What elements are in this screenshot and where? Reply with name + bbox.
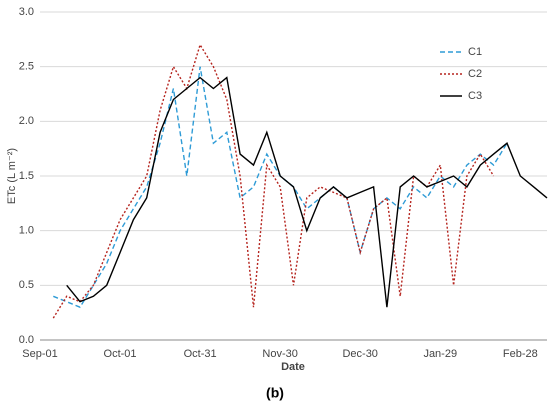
y-tick-label: 1.5 (19, 170, 34, 182)
y-tick-label: 3.0 (19, 6, 34, 18)
legend-label: C2 (468, 68, 482, 80)
x-tick-label: Dec-30 (342, 348, 377, 360)
x-tick-label: Feb-28 (503, 348, 538, 360)
x-tick-label: Sep-01 (22, 348, 57, 360)
y-tick-label: 2.0 (19, 115, 34, 127)
x-tick-label: Oct-31 (184, 348, 217, 360)
x-tick-label: Nov-30 (262, 348, 297, 360)
caption: (b) (266, 385, 284, 401)
y-tick-label: 1.0 (19, 225, 34, 237)
legend-label: C3 (468, 90, 482, 102)
x-tick-label: Oct-01 (104, 348, 137, 360)
y-tick-label: 2.5 (19, 61, 34, 73)
y-tick-label: 0.5 (19, 279, 34, 291)
series-line (52, 43, 495, 319)
series-line (66, 76, 548, 308)
y-tick-label: 0.0 (19, 334, 34, 346)
legend-label: C1 (468, 46, 482, 58)
x-tick-label: Jan-29 (423, 348, 457, 360)
x-axis-label: Date (281, 361, 305, 373)
y-axis-label: ETc (L m⁻²) (6, 148, 18, 204)
